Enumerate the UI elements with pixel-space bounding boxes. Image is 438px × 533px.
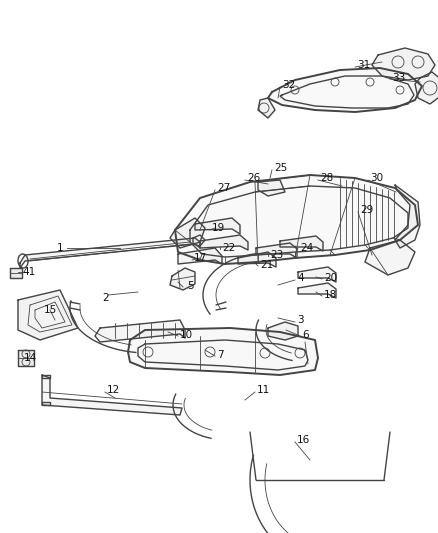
Text: 18: 18 [324,290,337,300]
Polygon shape [175,175,418,264]
Polygon shape [18,290,78,340]
Text: 41: 41 [22,267,35,277]
Polygon shape [256,243,297,258]
Polygon shape [298,283,336,298]
Polygon shape [365,240,415,275]
Text: 25: 25 [274,163,287,173]
Text: 27: 27 [217,183,230,193]
Polygon shape [35,302,65,328]
Text: 12: 12 [107,385,120,395]
Polygon shape [200,235,248,250]
Text: 26: 26 [247,173,260,183]
Text: 4: 4 [297,273,304,283]
Polygon shape [258,180,285,196]
Text: 14: 14 [24,353,37,363]
Polygon shape [268,322,298,340]
Polygon shape [170,218,205,248]
Polygon shape [95,320,185,342]
Polygon shape [280,236,323,251]
Polygon shape [395,185,420,248]
Text: 24: 24 [300,243,313,253]
Polygon shape [268,68,422,112]
Text: 23: 23 [270,250,283,260]
Polygon shape [10,268,22,278]
Polygon shape [372,48,435,80]
Text: 3: 3 [297,315,304,325]
Text: 19: 19 [212,223,225,233]
Text: 21: 21 [260,260,273,270]
Text: 6: 6 [302,330,309,340]
Polygon shape [18,350,34,366]
Polygon shape [298,267,336,282]
Text: 28: 28 [320,173,333,183]
Text: 31: 31 [357,60,370,70]
Text: 16: 16 [297,435,310,445]
Text: 22: 22 [222,243,235,253]
Text: 5: 5 [187,281,194,291]
Text: 20: 20 [324,273,337,283]
Polygon shape [238,252,276,267]
Polygon shape [178,248,222,264]
Polygon shape [195,218,240,234]
Polygon shape [42,375,182,415]
Polygon shape [415,72,438,104]
Text: 15: 15 [44,305,57,315]
Text: 17: 17 [194,253,207,263]
Text: 1: 1 [57,243,64,253]
Polygon shape [170,268,195,290]
Polygon shape [258,98,275,118]
Text: 29: 29 [360,205,373,215]
Text: 32: 32 [282,80,295,90]
Text: 30: 30 [370,173,383,183]
Polygon shape [128,328,318,375]
Text: 7: 7 [217,350,224,360]
Text: 10: 10 [180,330,193,340]
Polygon shape [20,238,200,268]
Text: 33: 33 [392,73,405,83]
Text: 11: 11 [257,385,270,395]
Text: 2: 2 [102,293,109,303]
